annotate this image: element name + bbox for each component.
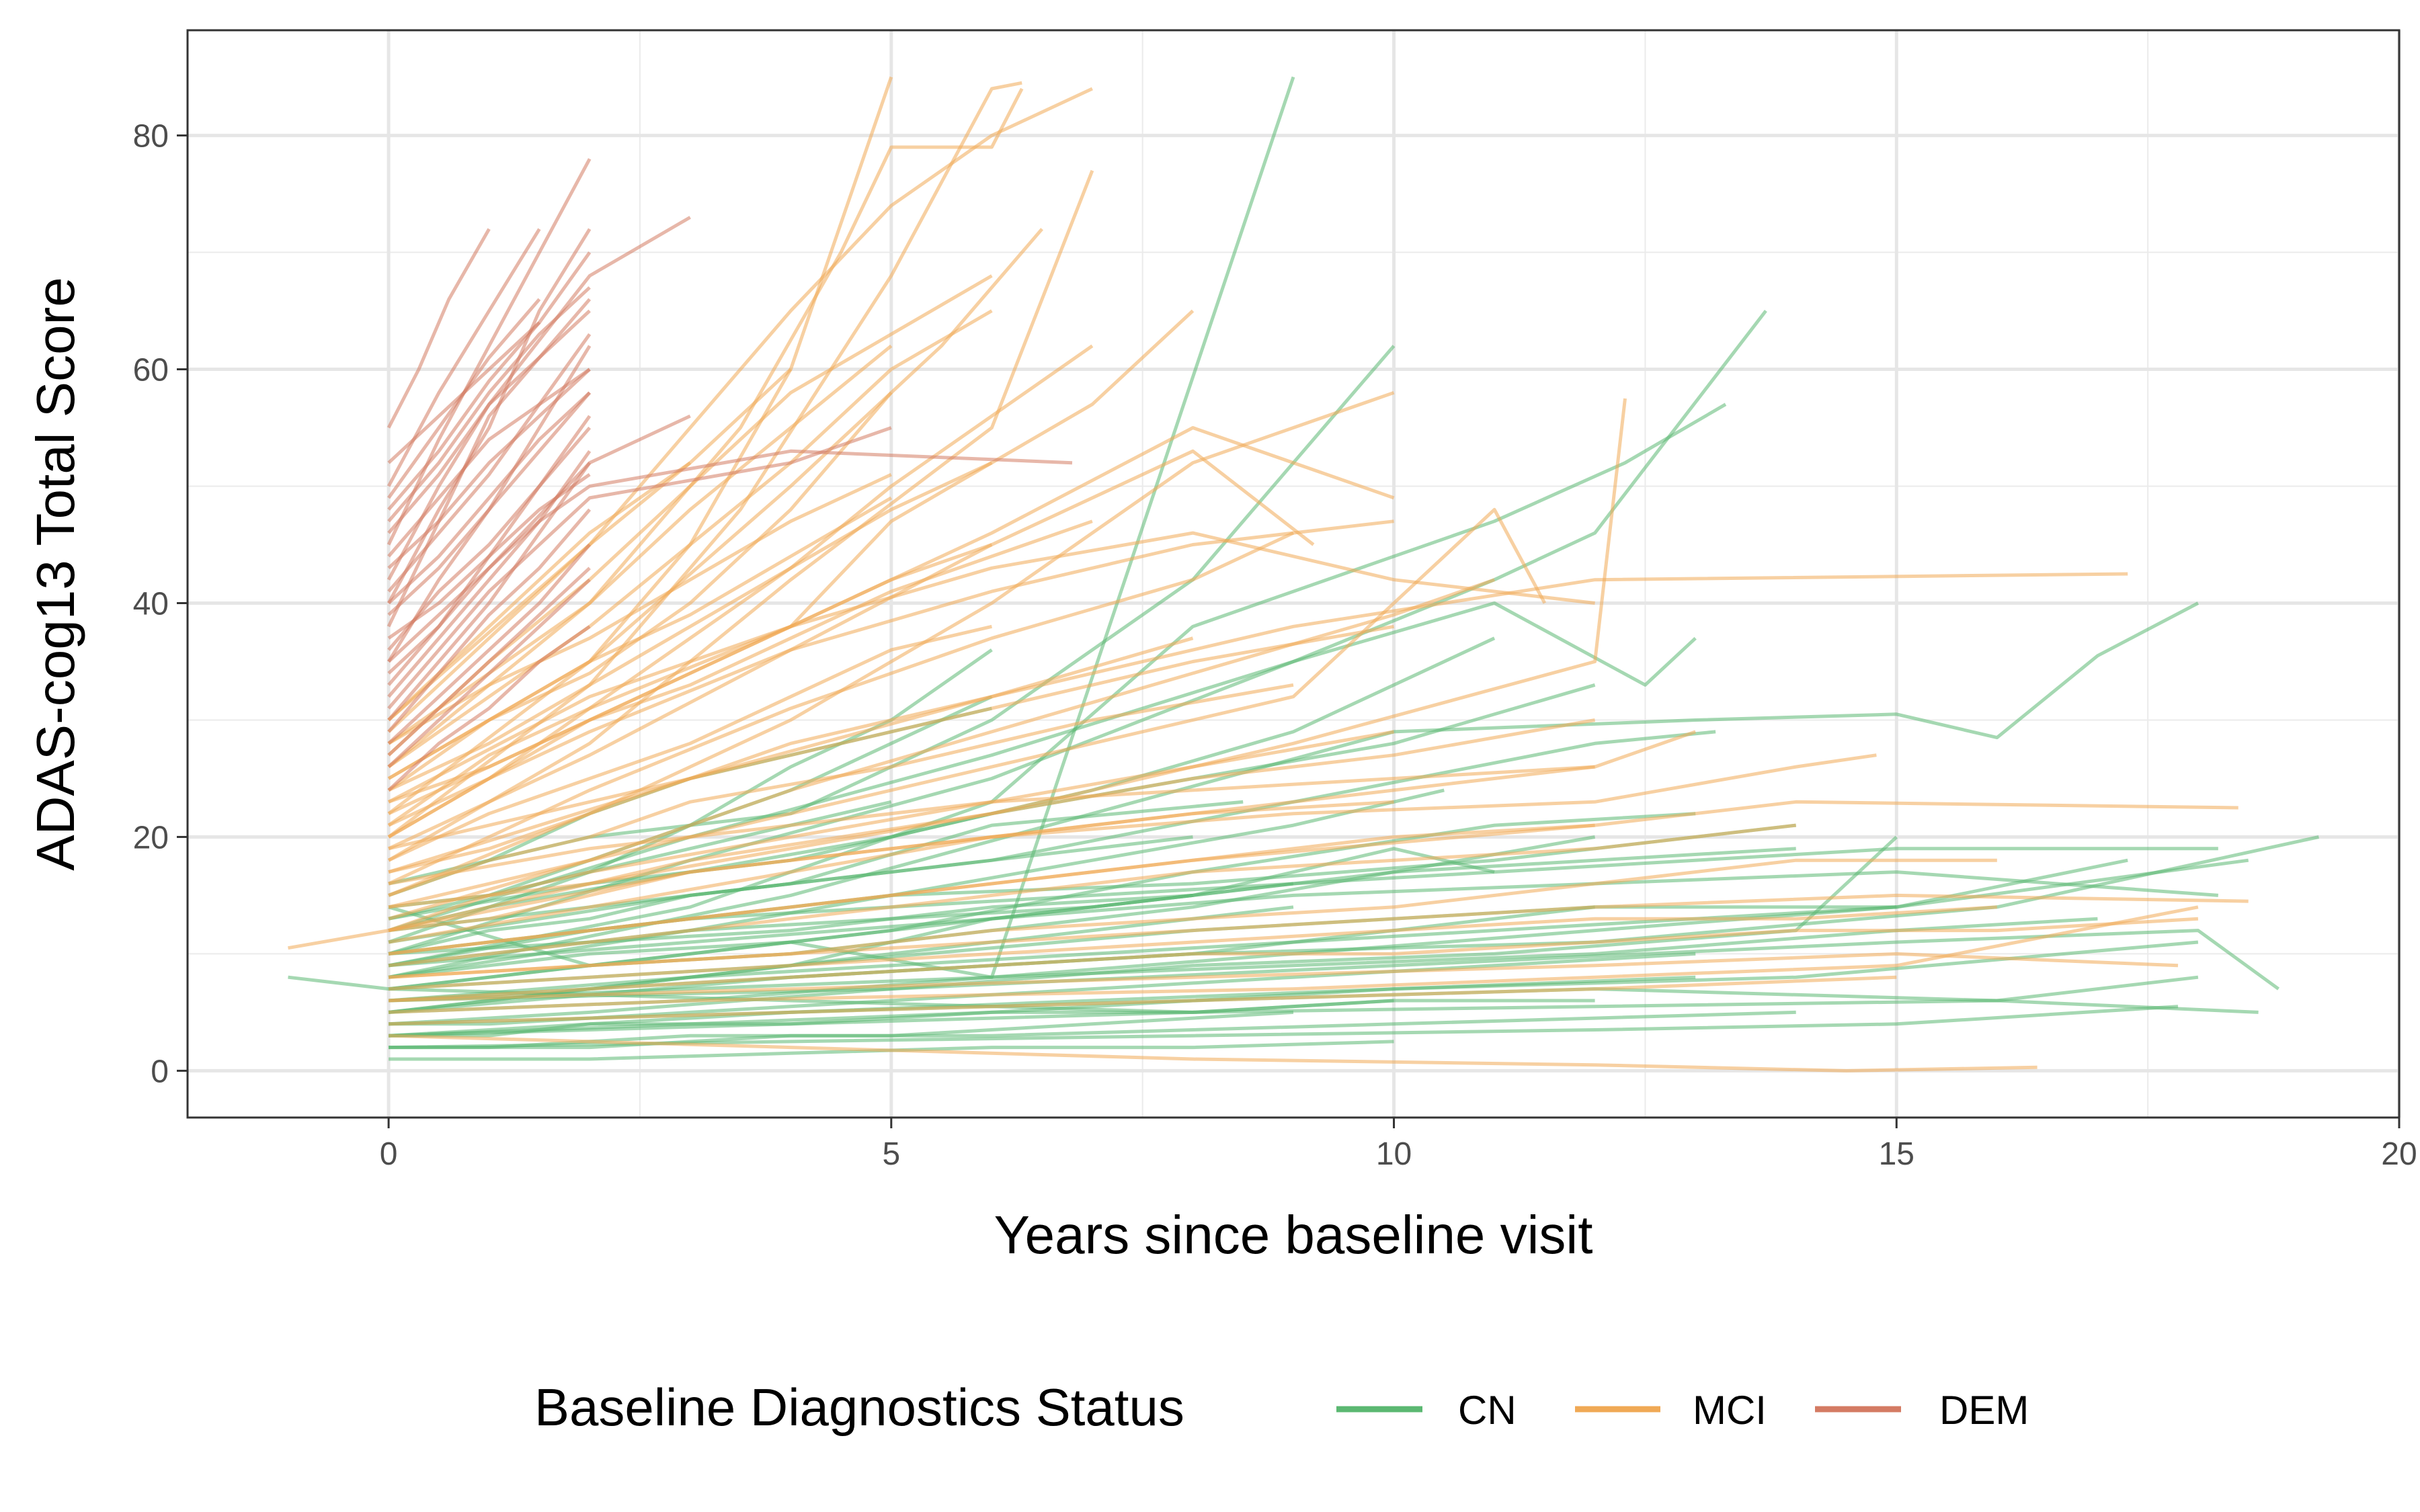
trajectory-mci — [388, 800, 1394, 933]
trajectory-mci — [388, 507, 1547, 909]
trajectory-dem — [387, 625, 591, 792]
trajectory-mci — [388, 461, 993, 792]
trajectory-dem — [387, 309, 591, 534]
trajectory-mci — [387, 531, 1595, 804]
trajectory-dem — [387, 158, 592, 546]
trajectory-dem — [387, 298, 541, 499]
trajectory-cn — [388, 847, 1796, 956]
trajectory-cn — [388, 403, 1727, 968]
trajectory-cn — [388, 835, 2319, 1014]
trajectory-dem — [387, 228, 592, 604]
trajectory-mci — [388, 823, 1595, 956]
trajectory-cn — [388, 870, 2218, 968]
grid-minor — [188, 30, 2399, 1118]
x-axis-title: Years since baseline visit — [994, 1205, 1593, 1265]
trajectory-dem — [387, 321, 541, 511]
trajectory-mci — [388, 449, 1315, 851]
y-tick-label: 0 — [151, 1054, 169, 1089]
series-layer — [288, 76, 2319, 1073]
trajectory-mci — [288, 753, 1877, 950]
trajectory-cn — [389, 999, 1394, 1038]
trajectory-dem — [387, 391, 592, 616]
trajectory-mci — [388, 823, 1796, 968]
series-dem — [387, 158, 1073, 792]
trajectory-dem — [387, 543, 592, 745]
trajectory-mci — [389, 905, 2199, 1014]
y-tick-label: 80 — [133, 119, 169, 155]
trajectory-mci — [388, 390, 1395, 897]
legend: Baseline Diagnostics Status CN MCI DEM — [534, 1378, 2029, 1437]
y-tick-label: 20 — [133, 820, 169, 855]
x-tick-label: 10 — [1376, 1136, 1412, 1172]
trajectory-mci — [387, 81, 1022, 839]
trajectory-mci — [388, 765, 1595, 886]
trajectory-dem — [387, 508, 592, 733]
trajectory-mci — [388, 624, 1394, 851]
trajectory-dem — [387, 368, 591, 570]
trajectory-dem — [387, 578, 591, 768]
trajectory-dem — [387, 251, 592, 464]
x-tick-label: 15 — [1879, 1136, 1914, 1172]
trajectory-mci — [387, 309, 993, 769]
trajectory-mci — [388, 398, 1627, 933]
trajectory-mci — [388, 624, 992, 862]
trajectory-mci — [389, 1034, 2038, 1073]
trajectory-mci — [388, 519, 1394, 827]
x-tick-label: 5 — [882, 1136, 900, 1172]
trajectory-cn — [388, 835, 1193, 956]
trajectory-dem — [387, 333, 592, 593]
trajectory-dem — [387, 426, 892, 710]
trajectory-mci — [388, 718, 1596, 909]
y-tick-label: 40 — [133, 586, 169, 622]
trajectory-mci — [388, 572, 2128, 874]
trajectory-cn — [389, 1010, 1796, 1050]
trajectory-mci — [389, 975, 1897, 1026]
trajectory-cn — [388, 905, 1294, 1014]
trajectory-dem — [387, 286, 591, 523]
x-tick-label: 20 — [2381, 1136, 2417, 1172]
trajectory-dem — [387, 566, 591, 757]
trajectory-dem — [387, 426, 592, 651]
y-axis-title: ADAS-cog13 Total Score — [26, 277, 85, 870]
trajectory-mci — [388, 578, 1495, 921]
trajectory-mci — [388, 858, 1997, 979]
y-axis: 0 20 40 60 80 — [133, 119, 188, 1089]
trajectory-cn — [388, 601, 2200, 979]
trajectory-dem — [387, 228, 491, 429]
trajectory-cn — [389, 1005, 2179, 1050]
trajectory-cn — [388, 893, 1193, 979]
trajectory-mci — [388, 683, 1294, 897]
trajectory-dem — [387, 391, 591, 605]
trajectory-dem — [387, 449, 1073, 663]
legend-label-cn: CN — [1458, 1388, 1517, 1433]
trajectory-mci — [387, 228, 1043, 815]
trajectory-cn — [388, 730, 1716, 944]
legend-title: Baseline Diagnostics Status — [534, 1378, 1184, 1437]
x-tick-label: 0 — [380, 1136, 398, 1172]
trajectory-mci — [387, 496, 893, 780]
x-axis: 0 5 10 15 20 — [380, 1118, 2417, 1172]
trajectory-mci — [388, 905, 1997, 991]
trajectory-mci — [387, 344, 893, 769]
trajectory-mci — [388, 531, 1295, 886]
trajectory-mci — [387, 344, 1094, 827]
trajectory-mci — [388, 917, 2199, 1003]
trajectory-mci — [388, 519, 1093, 804]
trajectory-mci — [387, 169, 1094, 862]
legend-label-mci: MCI — [1693, 1388, 1767, 1433]
plot-border — [186, 29, 2401, 1119]
y-tick-label: 60 — [133, 353, 169, 388]
trajectory-mci — [387, 472, 892, 745]
legend-label-dem: DEM — [1939, 1388, 2029, 1433]
